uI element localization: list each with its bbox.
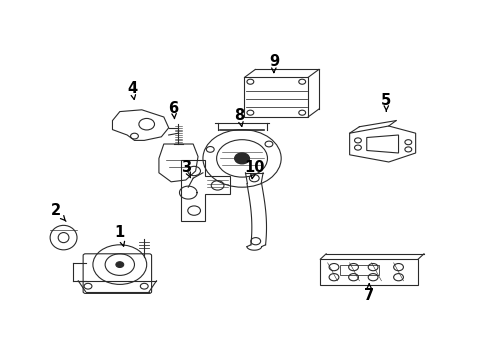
Text: 9: 9 xyxy=(268,54,278,72)
Text: 2: 2 xyxy=(51,203,66,221)
Bar xyxy=(339,265,378,275)
Circle shape xyxy=(234,153,249,164)
Text: 1: 1 xyxy=(115,225,124,246)
Text: 7: 7 xyxy=(364,284,373,303)
Text: 10: 10 xyxy=(244,160,264,179)
Text: 3: 3 xyxy=(181,160,190,178)
Text: 8: 8 xyxy=(234,108,244,126)
Circle shape xyxy=(116,262,123,267)
Text: 6: 6 xyxy=(168,100,178,118)
Text: 4: 4 xyxy=(127,81,137,99)
Text: 5: 5 xyxy=(381,93,390,111)
